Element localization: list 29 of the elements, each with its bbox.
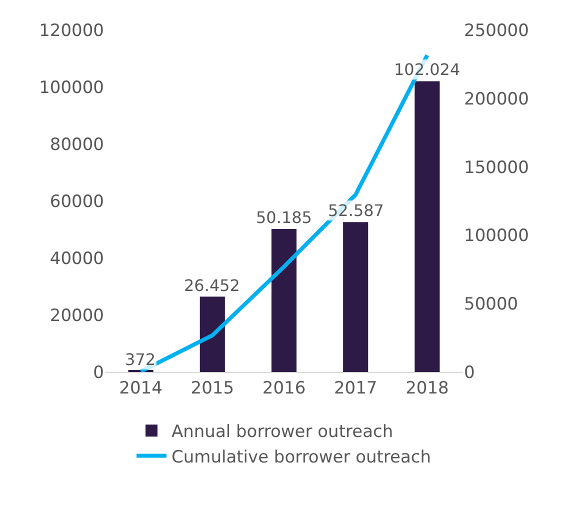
y-tick-label: 0 [93,362,104,383]
y2-tick-label: 250000 [464,20,529,41]
data-label: 26.452 [184,276,240,295]
x-tick-label: 2015 [190,378,234,398]
legend-label: Cumulative borrower outreach [172,447,432,468]
y-tick-label: 120000 [39,20,104,41]
y2-tick-label: 50000 [464,294,518,315]
y2-tick-label: 100000 [464,226,529,246]
data-label: 52.587 [328,201,384,220]
y-tick-label: 80000 [50,134,104,155]
x-tick-label: 2018 [406,378,449,398]
y2-tick-label: 200000 [464,89,529,110]
y-tick-label: 60000 [50,192,104,212]
data-label: 50.185 [256,208,312,227]
data-label: 102.024 [394,60,460,79]
bar [271,228,297,372]
legend-label: Annual borrower outreach [172,422,394,442]
y2-tick-label: 150000 [464,158,529,178]
data-label: 372 [125,350,156,369]
y-tick-label: 40000 [50,248,104,269]
y2-tick-label: 0 [464,362,475,383]
bar [414,81,440,372]
x-tick-label: 2016 [262,378,306,398]
bar [343,222,368,372]
bar [200,296,225,372]
y-tick-label: 100000 [39,78,104,98]
x-tick-label: 2017 [334,378,378,398]
x-tick-label: 2014 [119,378,162,398]
y-tick-label: 20000 [50,306,104,326]
